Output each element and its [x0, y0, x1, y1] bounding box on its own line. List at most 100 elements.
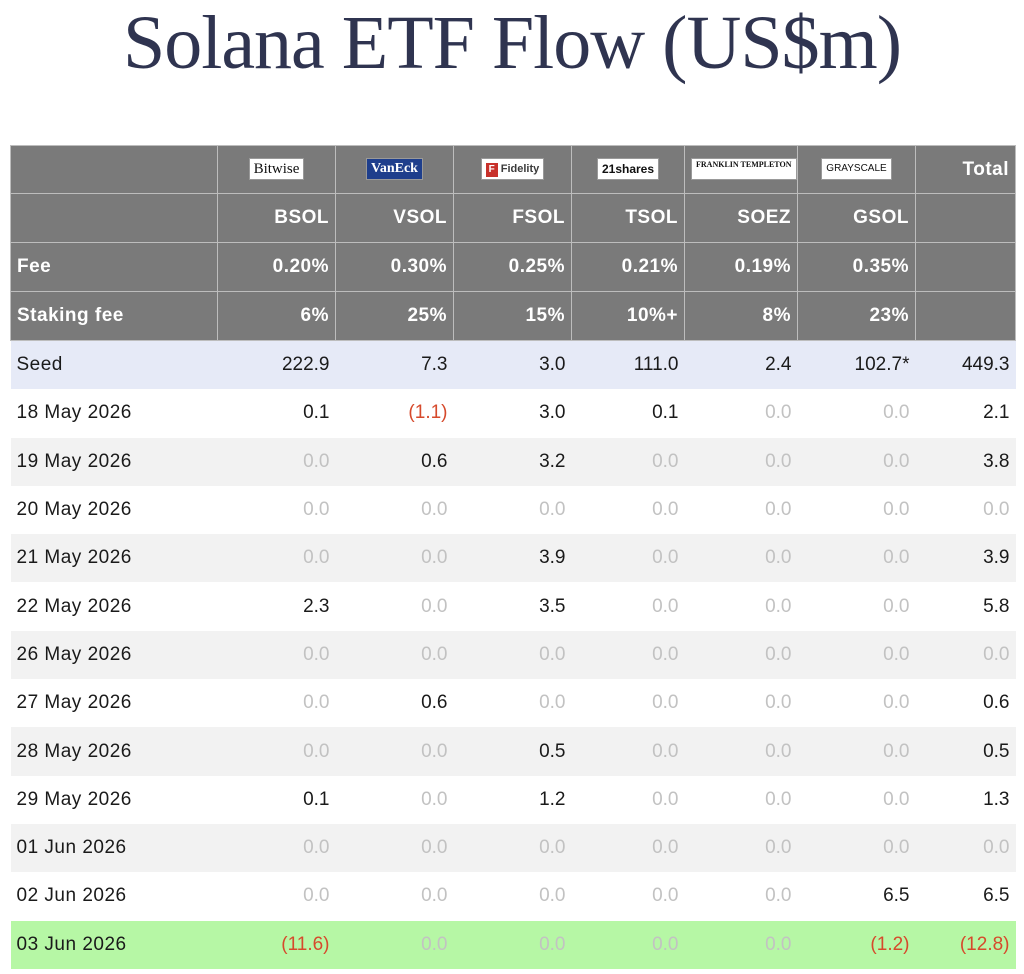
flow-value: 0.0 — [571, 920, 685, 969]
logo-cell: GRAYSCALE — [797, 145, 916, 194]
header-blank — [915, 291, 1016, 341]
flow-value: 0.0 — [684, 823, 798, 873]
staking-fee-value: 10%+ — [571, 291, 685, 341]
row-date: 26 May 2026 — [10, 630, 218, 680]
staking-fee-value: 23% — [797, 291, 916, 341]
row-total: 0.0 — [983, 499, 1010, 521]
21shares-logo: 21shares — [596, 158, 660, 181]
row-date: 28 May 2026 — [10, 727, 218, 776]
table-row: 19 May 2026 0.0 0.6 3.2 0.0 0.0 0.0 3.8 — [10, 437, 1016, 486]
header-logo-row: Bitwise VanEck F Fidelity 21shares FRANKL… — [10, 145, 1016, 194]
header-blank — [10, 193, 218, 243]
flow-value: 0.0 — [335, 630, 454, 680]
flow-value: 0.0 — [217, 727, 336, 776]
logo-cell: 21shares — [571, 145, 685, 194]
logo-cell: F Fidelity — [453, 145, 572, 194]
flow-value: 0.0 — [571, 630, 685, 680]
flow-value: 0.0 — [684, 437, 798, 486]
flow-value: 0.0 — [652, 885, 679, 907]
fee-value: 0.21% — [571, 242, 685, 292]
flow-value: 0.0 — [571, 823, 685, 873]
header-corner — [10, 145, 218, 194]
row-total: 2.1 — [983, 402, 1010, 424]
flow-value: 0.0 — [421, 595, 448, 617]
ticker-header: VSOL — [335, 193, 454, 243]
header-ticker-row: BSOL VSOL FSOL TSOL SOEZ GSOL — [10, 193, 1016, 243]
row-date: Seed — [10, 340, 218, 390]
flow-value: 0.0 — [684, 920, 798, 969]
fee-value: 0.20% — [217, 242, 336, 292]
flow-value: 0.0 — [652, 692, 679, 714]
etf-flow-table: Bitwise VanEck F Fidelity 21shares FRANKL… — [10, 145, 1016, 969]
table-row: 26 May 2026 0.0 0.0 0.0 0.0 0.0 0.0 0.0 — [10, 630, 1016, 680]
row-total: 3.8 — [915, 437, 1016, 486]
table-row: 03 Jun 2026 (11.6) 0.0 0.0 0.0 0.0 (1.2) (12.8) — [10, 920, 1016, 969]
row-date: 22 May 2026 — [16, 595, 132, 617]
table-row: Seed 222.9 7.3 3.0 111.0 2.4 102.7* 449.3 — [10, 340, 1016, 390]
flow-value: 0.0 — [765, 885, 792, 907]
flow-value: 0.6 — [335, 437, 454, 486]
fee-value: 0.19% — [684, 242, 798, 292]
fee-value: 0.25% — [453, 242, 572, 292]
flow-value: 0.1 — [303, 402, 330, 424]
row-total: 5.8 — [983, 595, 1010, 617]
table-row: 29 May 2026 0.1 0.0 1.2 0.0 0.0 0.0 1.3 — [11, 776, 1016, 824]
flow-value: 222.9 — [217, 340, 336, 390]
ticker-header: TSOL — [571, 193, 685, 243]
row-date: 29 May 2026 — [16, 788, 132, 810]
flow-value: 0.0 — [883, 788, 910, 810]
flow-value: 0.0 — [539, 885, 566, 907]
flow-value: 0.0 — [797, 727, 916, 776]
row-total: 1.3 — [983, 788, 1010, 810]
flow-value: 0.0 — [335, 823, 454, 873]
flow-value: 0.0 — [652, 788, 679, 810]
flow-value: 0.0 — [217, 630, 336, 680]
row-total: 3.9 — [915, 534, 1016, 583]
flow-value: 0.0 — [571, 727, 685, 776]
table-row: 01 Jun 2026 0.0 0.0 0.0 0.0 0.0 0.0 0.0 — [10, 823, 1016, 873]
table-row: 22 May 2026 2.3 0.0 3.5 0.0 0.0 0.0 5.8 — [11, 582, 1016, 630]
flow-value: 0.0 — [217, 823, 336, 873]
header-fee-row: Fee 0.20% 0.30% 0.25% 0.21% 0.19% 0.35% — [10, 242, 1016, 292]
flow-value: 0.0 — [765, 692, 792, 714]
table-row: 27 May 2026 0.0 0.6 0.0 0.0 0.0 0.0 0.6 — [11, 679, 1016, 727]
flow-value: 0.0 — [217, 534, 336, 583]
flow-value: 0.0 — [335, 920, 454, 969]
flow-value: 0.0 — [883, 595, 910, 617]
flow-value: 0.0 — [765, 402, 792, 424]
flow-value: 0.0 — [335, 727, 454, 776]
staking-fee-value: 25% — [335, 291, 454, 341]
flow-value: 3.2 — [453, 437, 572, 486]
flow-value: 0.0 — [684, 727, 798, 776]
flow-value: 0.0 — [797, 823, 916, 873]
bitwise-logo: Bitwise — [248, 158, 305, 181]
header-blank — [915, 242, 1016, 292]
flow-value: (1.1) — [408, 402, 448, 424]
flow-value: 0.0 — [652, 499, 679, 521]
flow-rows: Seed 222.9 7.3 3.0 111.0 2.4 102.7* 449.3 18 May… — [10, 340, 1016, 969]
flow-value: 0.0 — [539, 692, 566, 714]
row-date: 18 May 2026 — [16, 402, 132, 424]
flow-value: 0.0 — [453, 823, 572, 873]
staking-fee-value: 15% — [453, 291, 572, 341]
flow-value: 0.6 — [421, 692, 448, 714]
table-row: 02 Jun 2026 0.0 0.0 0.0 0.0 0.0 6.5 6.5 — [11, 872, 1016, 920]
flow-value: 0.0 — [421, 885, 448, 907]
staking-fee-value: 6% — [217, 291, 336, 341]
flow-value: 2.3 — [303, 595, 330, 617]
flow-value: 0.0 — [765, 595, 792, 617]
flow-value: 0.0 — [217, 437, 336, 486]
flow-value: 3.9 — [453, 534, 572, 583]
row-total: 0.0 — [915, 823, 1016, 873]
row-date: 02 Jun 2026 — [16, 885, 127, 907]
header-staking-row: Staking fee 6% 25% 15% 10%+ 8% 23% — [10, 291, 1016, 341]
ticker-header: GSOL — [797, 193, 916, 243]
flow-value: 0.0 — [765, 499, 792, 521]
logo-cell: FRANKLIN TEMPLETON — [684, 145, 798, 194]
flow-value: 0.0 — [797, 534, 916, 583]
flow-value: 0.0 — [303, 499, 330, 521]
flow-value: (1.2) — [797, 920, 916, 969]
fidelity-mark-icon: F — [485, 163, 498, 178]
flow-value: 3.0 — [539, 402, 566, 424]
row-date: 19 May 2026 — [10, 437, 218, 486]
